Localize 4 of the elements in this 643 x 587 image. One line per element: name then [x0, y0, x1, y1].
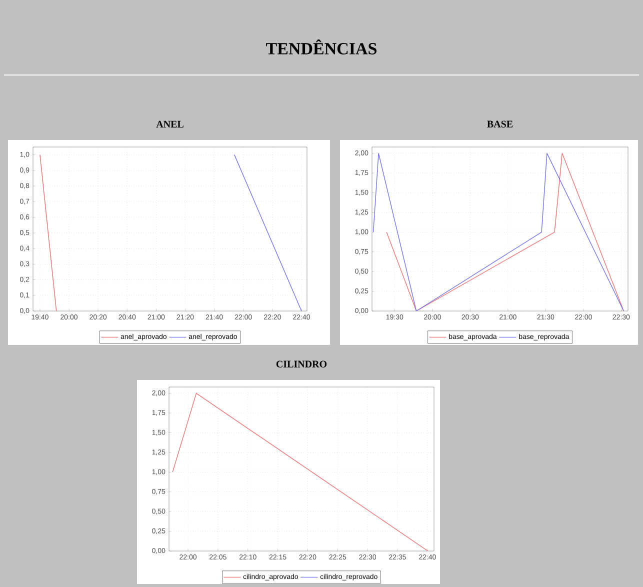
chart-title: BASE — [487, 120, 513, 128]
chart-title: CILINDRO — [276, 360, 327, 368]
chart-title: ANEL — [156, 120, 184, 128]
text: TENDÊNCIAS — [266, 40, 376, 54]
